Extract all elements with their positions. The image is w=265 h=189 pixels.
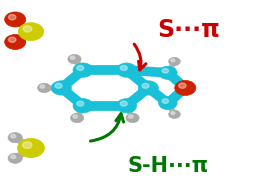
Circle shape (18, 23, 44, 41)
Circle shape (159, 66, 177, 79)
Circle shape (17, 138, 45, 158)
Circle shape (77, 65, 84, 70)
Circle shape (142, 83, 149, 88)
Circle shape (169, 110, 180, 119)
Circle shape (51, 81, 71, 95)
FancyArrowPatch shape (134, 44, 146, 70)
Circle shape (162, 99, 169, 103)
Circle shape (126, 113, 139, 123)
Circle shape (70, 56, 75, 59)
Circle shape (5, 12, 26, 27)
Circle shape (117, 63, 136, 77)
FancyArrowPatch shape (90, 114, 123, 141)
Circle shape (55, 83, 62, 88)
Circle shape (159, 97, 177, 110)
Circle shape (73, 115, 78, 118)
Circle shape (8, 15, 16, 20)
Circle shape (138, 81, 158, 95)
Text: S⋅⋅⋅π: S⋅⋅⋅π (158, 18, 220, 42)
Circle shape (11, 134, 16, 138)
Circle shape (23, 142, 32, 148)
Circle shape (171, 59, 175, 62)
Circle shape (171, 112, 175, 115)
Circle shape (179, 83, 186, 88)
Circle shape (40, 85, 45, 88)
Circle shape (38, 83, 51, 93)
Circle shape (8, 37, 16, 42)
Circle shape (73, 63, 93, 77)
Circle shape (8, 133, 22, 143)
Circle shape (169, 57, 180, 66)
Text: S-H⋅⋅⋅π: S-H⋅⋅⋅π (127, 156, 208, 176)
Circle shape (23, 26, 32, 32)
Circle shape (5, 34, 26, 50)
Circle shape (8, 153, 22, 163)
Circle shape (70, 113, 84, 123)
Circle shape (120, 101, 127, 106)
Circle shape (117, 99, 136, 113)
Circle shape (68, 54, 81, 64)
Circle shape (77, 101, 84, 106)
Circle shape (120, 65, 127, 70)
Circle shape (175, 81, 196, 95)
Circle shape (162, 69, 169, 73)
Circle shape (129, 115, 133, 118)
Circle shape (73, 99, 93, 113)
Circle shape (11, 155, 16, 159)
